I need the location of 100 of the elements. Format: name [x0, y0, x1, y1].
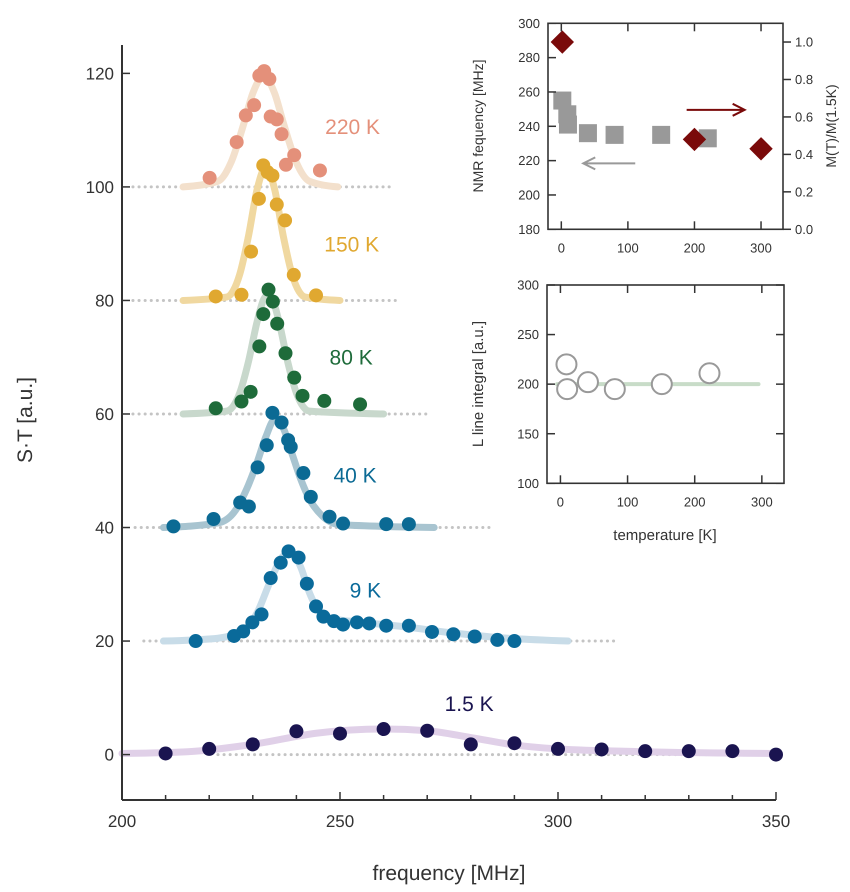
point: [242, 500, 256, 514]
point: [353, 397, 368, 412]
y-tick-label: 100: [86, 178, 114, 197]
point: [270, 112, 284, 126]
series-label: 1.5 K: [444, 692, 494, 716]
point: [265, 168, 280, 183]
x-tick-label: 300: [750, 240, 772, 256]
y-tick-label: 220: [518, 153, 540, 168]
point: [296, 466, 310, 480]
point: [333, 726, 347, 741]
point: [230, 135, 244, 150]
y-tick-label: 280: [518, 50, 540, 66]
point: [604, 378, 626, 400]
point: [769, 748, 783, 762]
point: [446, 627, 460, 642]
x-axis-title: frequency [MHz]: [372, 862, 526, 885]
point: [202, 742, 216, 756]
point: [261, 282, 276, 297]
point: [652, 126, 670, 144]
point: [420, 724, 434, 738]
point: [698, 362, 720, 384]
point: [264, 571, 278, 586]
y2-tick-label: 0.8: [795, 72, 814, 88]
point: [284, 440, 298, 454]
point: [244, 244, 258, 259]
series-label: 40 K: [333, 464, 377, 488]
point: [304, 490, 318, 504]
y-tick-label: 80: [95, 291, 114, 310]
y2-tick-label: 0.0: [795, 222, 814, 237]
point: [379, 618, 394, 633]
x-tick-label: 200: [108, 812, 136, 831]
point: [725, 744, 740, 758]
y2-tick-label: 1.0: [795, 34, 814, 50]
y-tick-label: 20: [95, 632, 114, 652]
point: [312, 163, 327, 178]
point: [316, 610, 330, 624]
series-label: 80 K: [330, 346, 373, 370]
y-tick-label: 150: [517, 426, 539, 442]
point: [468, 630, 482, 644]
point: [350, 615, 364, 630]
point: [606, 126, 624, 144]
point: [376, 722, 391, 736]
point: [682, 744, 696, 758]
point: [578, 124, 597, 142]
y-tick-label: 240: [518, 118, 540, 134]
point: [336, 618, 350, 632]
point: [317, 394, 332, 408]
point: [749, 137, 773, 160]
point: [266, 294, 280, 309]
point: [362, 616, 376, 630]
point: [507, 634, 522, 648]
point: [274, 416, 289, 430]
point: [208, 289, 223, 304]
point: [166, 519, 180, 534]
point: [300, 576, 314, 591]
point: [550, 30, 574, 54]
point: [244, 384, 258, 399]
y-tick-label: 200: [517, 376, 539, 392]
point: [260, 438, 274, 452]
point: [252, 192, 266, 206]
y2-tick-label: 0.2: [795, 184, 814, 200]
y-axis-title: NMR fequency [MHz]: [470, 59, 486, 193]
point: [246, 737, 260, 752]
point: [650, 373, 673, 396]
y-tick-label: 300: [517, 278, 539, 293]
point: [464, 737, 478, 752]
point: [507, 736, 522, 750]
x-tick-label: 350: [762, 812, 790, 831]
y-tick-label: 40: [95, 518, 114, 538]
point: [490, 632, 504, 647]
point: [262, 72, 276, 86]
point: [278, 346, 292, 360]
series-label: 9 K: [350, 579, 382, 602]
point: [682, 128, 706, 152]
y-tick-label: 120: [86, 64, 114, 84]
point: [206, 512, 221, 526]
point: [254, 607, 269, 622]
point: [287, 370, 302, 385]
x-tick-label: 100: [617, 240, 639, 256]
point: [289, 724, 304, 738]
series-label: 220 K: [325, 116, 380, 140]
y2-axis-title: M(T)/M(1.5K): [823, 84, 839, 168]
point: [274, 127, 289, 142]
point: [188, 634, 203, 648]
point: [424, 624, 439, 639]
point: [236, 624, 250, 638]
point: [250, 460, 265, 474]
point: [270, 198, 284, 212]
point: [402, 618, 416, 633]
series-label: 150 K: [324, 233, 380, 256]
x-tick-label: 0: [558, 240, 565, 256]
point: [322, 510, 337, 524]
point: [576, 371, 599, 394]
point: [238, 108, 253, 122]
point: [379, 517, 394, 532]
point: [247, 98, 262, 112]
point: [287, 148, 302, 162]
point: [309, 599, 324, 614]
point: [270, 316, 284, 331]
point: [278, 158, 293, 172]
